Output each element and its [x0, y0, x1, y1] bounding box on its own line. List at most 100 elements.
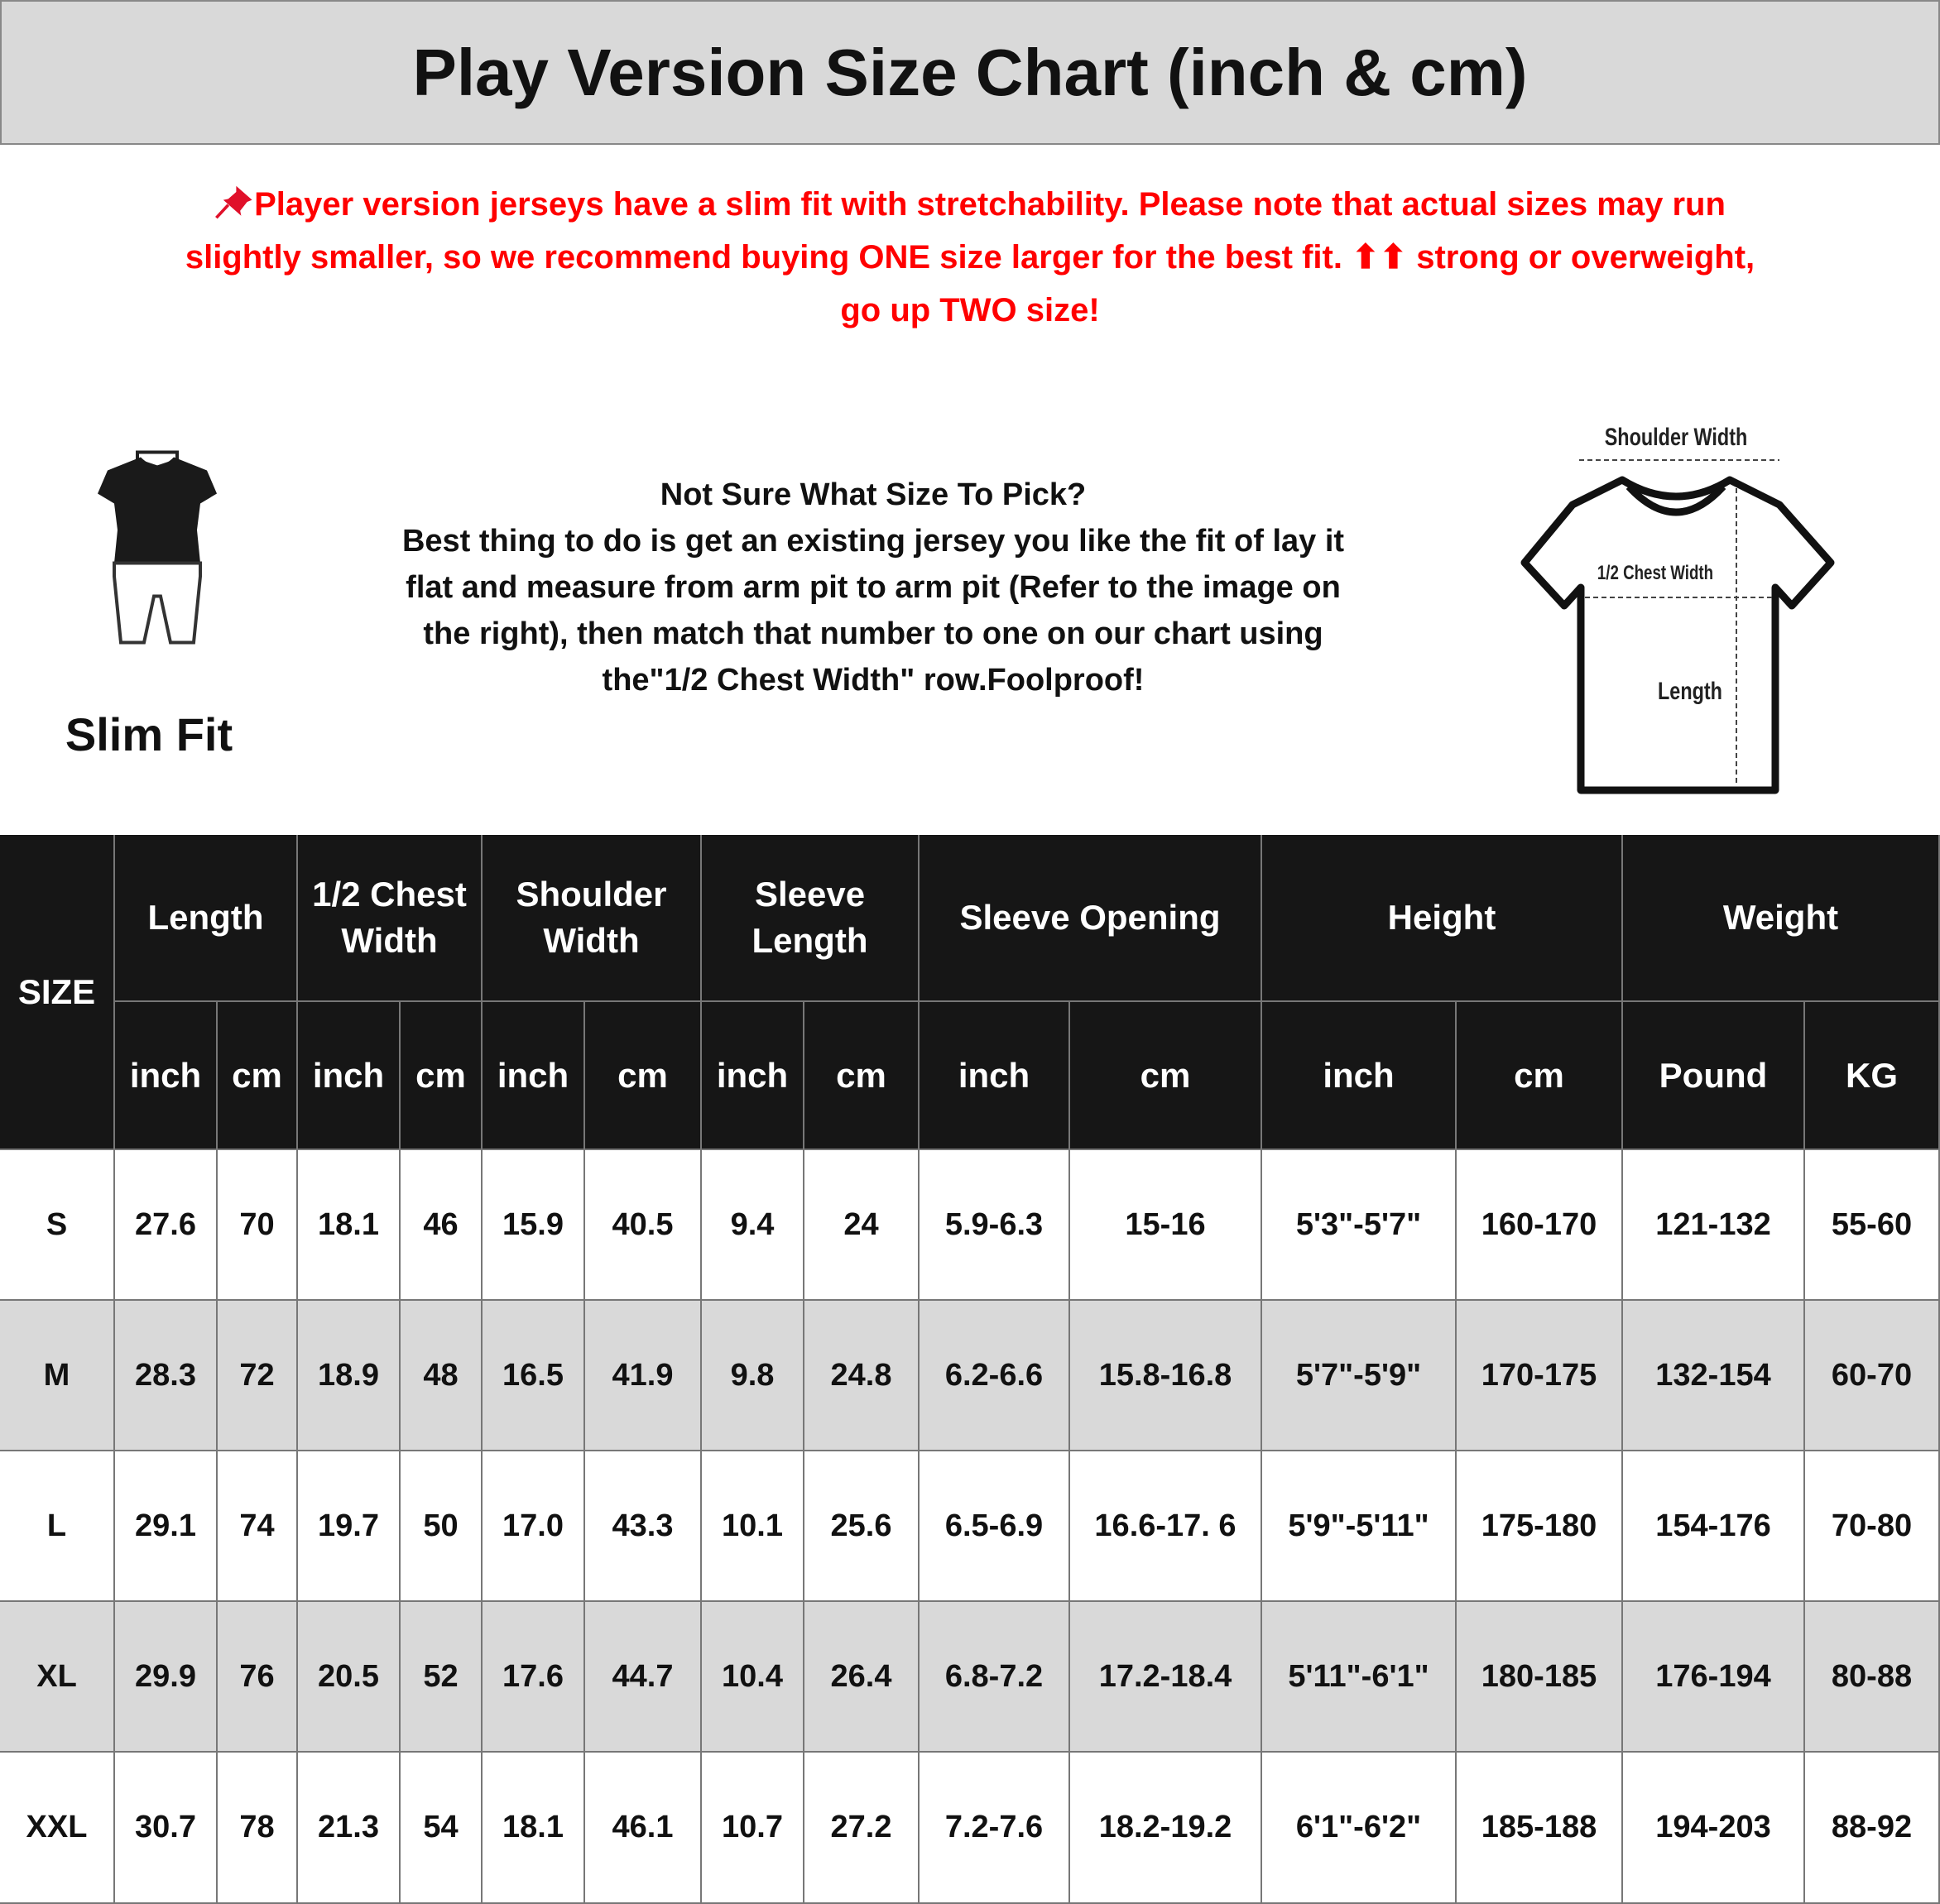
table-cell: 29.9	[115, 1602, 218, 1753]
table-cell-text: 180-185	[1481, 1658, 1597, 1694]
table-cell-text: 76	[239, 1658, 275, 1694]
table-cell: 5'11"-6'1"	[1262, 1602, 1457, 1753]
table-cell-text: 154-176	[1655, 1508, 1771, 1543]
column-group-header: Sleeve Length	[702, 835, 920, 1002]
table-cell-text: 5'7"-5'9"	[1295, 1357, 1422, 1393]
size-label-cell: S	[0, 1150, 115, 1301]
table-cell-text: 72	[239, 1357, 275, 1393]
table-cell: 27.2	[804, 1753, 920, 1904]
table-cell: 5.9-6.3	[920, 1150, 1070, 1301]
page-title: Play Version Size Chart (inch & cm)	[412, 35, 1528, 109]
table-cell: 10.1	[702, 1451, 804, 1602]
table-cell: 17.0	[483, 1451, 585, 1602]
table-cell-text: 44.7	[612, 1658, 674, 1694]
table-cell: 74	[218, 1451, 298, 1602]
table-cell: 30.7	[115, 1753, 218, 1904]
column-group-header-text: Shoulder Width	[516, 875, 667, 960]
table-cell-text: 48	[423, 1357, 459, 1393]
table-cell: 88-92	[1805, 1753, 1940, 1904]
size-label-cell: L	[0, 1451, 115, 1602]
table-cell: 60-70	[1805, 1301, 1940, 1451]
column-group-header: Length	[115, 835, 298, 1002]
column-group-header-text: Sleeve Length	[752, 875, 868, 960]
table-cell-text: 20.5	[318, 1658, 379, 1694]
unit-header: inch	[483, 1002, 585, 1150]
table-cell-text: 9.4	[730, 1206, 775, 1242]
column-group-header: Shoulder Width	[483, 835, 702, 1002]
unit-header: inch	[1262, 1002, 1457, 1150]
size-label-cell-text: S	[46, 1206, 68, 1242]
size-label-cell-text: M	[43, 1357, 70, 1393]
title-bar: Play Version Size Chart (inch & cm)	[0, 0, 1940, 145]
table-cell: 194-203	[1623, 1753, 1805, 1904]
table-cell-text: 9.8	[730, 1357, 775, 1393]
table-cell-text: 194-203	[1655, 1810, 1771, 1844]
guide-line: the"1/2 Chest Width" row.Foolproof!	[602, 663, 1145, 698]
table-cell: 46	[401, 1150, 483, 1301]
table-cell-text: 29.1	[135, 1508, 196, 1543]
table-cell-text: 30.7	[135, 1810, 196, 1844]
table-cell: 5'7"-5'9"	[1262, 1301, 1457, 1451]
table-cell: 26.4	[804, 1602, 920, 1753]
table-cell: 18.9	[298, 1301, 401, 1451]
table-cell-text: 60-70	[1831, 1357, 1913, 1393]
table-cell-text: 18.1	[502, 1810, 564, 1844]
table-cell-text: 88-92	[1831, 1810, 1913, 1844]
notice-line-2: slightly smaller, so we recommend buying…	[185, 239, 1755, 276]
size-guide: Not Sure What Size To Pick? Best thing t…	[281, 472, 1465, 703]
table-cell-text: 41.9	[612, 1357, 674, 1393]
unit-header: KG	[1805, 1002, 1940, 1150]
unit-header: cm	[218, 1002, 298, 1150]
table-cell-text: 54	[423, 1810, 459, 1844]
table-cell-text: 15.9	[502, 1206, 564, 1242]
size-label-cell-text: L	[46, 1508, 67, 1543]
table-cell-text: 5.9-6.3	[944, 1206, 1044, 1242]
unit-header-text: inch	[497, 1055, 569, 1095]
table-cell-text: 40.5	[612, 1206, 674, 1242]
table-cell-text: 160-170	[1481, 1206, 1597, 1242]
unit-header: inch	[702, 1002, 804, 1150]
unit-header: inch	[115, 1002, 218, 1150]
table-cell-text: 52	[423, 1658, 459, 1694]
guide-line: the right), then match that number to on…	[423, 616, 1323, 651]
table-cell: 15.8-16.8	[1070, 1301, 1262, 1451]
unit-header: Pound	[1623, 1002, 1805, 1150]
table-cell: 17.2-18.4	[1070, 1602, 1262, 1753]
unit-header: cm	[1457, 1002, 1623, 1150]
table-cell: 17.6	[483, 1602, 585, 1753]
table-cell: 18.1	[298, 1150, 401, 1301]
unit-header-text: inch	[312, 1055, 385, 1095]
table-cell-text: 26.4	[830, 1658, 892, 1694]
notice-line-1: Player version jerseys have a slim fit w…	[254, 186, 1726, 223]
size-label-cell-text: XXL	[26, 1810, 88, 1844]
table-cell: 9.8	[702, 1301, 804, 1451]
guide-line: Best thing to do is get an existing jers…	[401, 524, 1345, 559]
table-cell: 48	[401, 1301, 483, 1451]
column-group-header-text: Sleeve Opening	[959, 898, 1221, 937]
table-cell: 160-170	[1457, 1150, 1623, 1301]
table-cell: 52	[401, 1602, 483, 1753]
unit-header: inch	[920, 1002, 1070, 1150]
table-cell-text: 46.1	[612, 1810, 674, 1844]
table-cell-text: 74	[239, 1508, 275, 1543]
table-cell: 40.5	[585, 1150, 702, 1301]
table-cell: 154-176	[1623, 1451, 1805, 1602]
unit-header: inch	[298, 1002, 401, 1150]
size-label-cell: XL	[0, 1602, 115, 1753]
length-label: Length	[1658, 677, 1722, 704]
table-cell-text: 19.7	[318, 1508, 379, 1543]
guide-heading: Not Sure What Size To Pick?	[660, 477, 1087, 512]
table-cell: 170-175	[1457, 1301, 1623, 1451]
column-group-header: Height	[1262, 835, 1623, 1002]
table-cell: 24	[804, 1150, 920, 1301]
table-cell: 80-88	[1805, 1602, 1940, 1753]
unit-header: cm	[585, 1002, 702, 1150]
table-cell-text: 18.2-19.2	[1098, 1810, 1232, 1844]
table-cell: 46.1	[585, 1753, 702, 1904]
size-label-cell: M	[0, 1301, 115, 1451]
unit-header-text: cm	[232, 1055, 282, 1095]
table-cell-text: 46	[423, 1206, 459, 1242]
table-cell-text: 18.9	[318, 1357, 379, 1393]
table-cell: 15-16	[1070, 1150, 1262, 1301]
unit-header-text: KG	[1846, 1055, 1898, 1095]
